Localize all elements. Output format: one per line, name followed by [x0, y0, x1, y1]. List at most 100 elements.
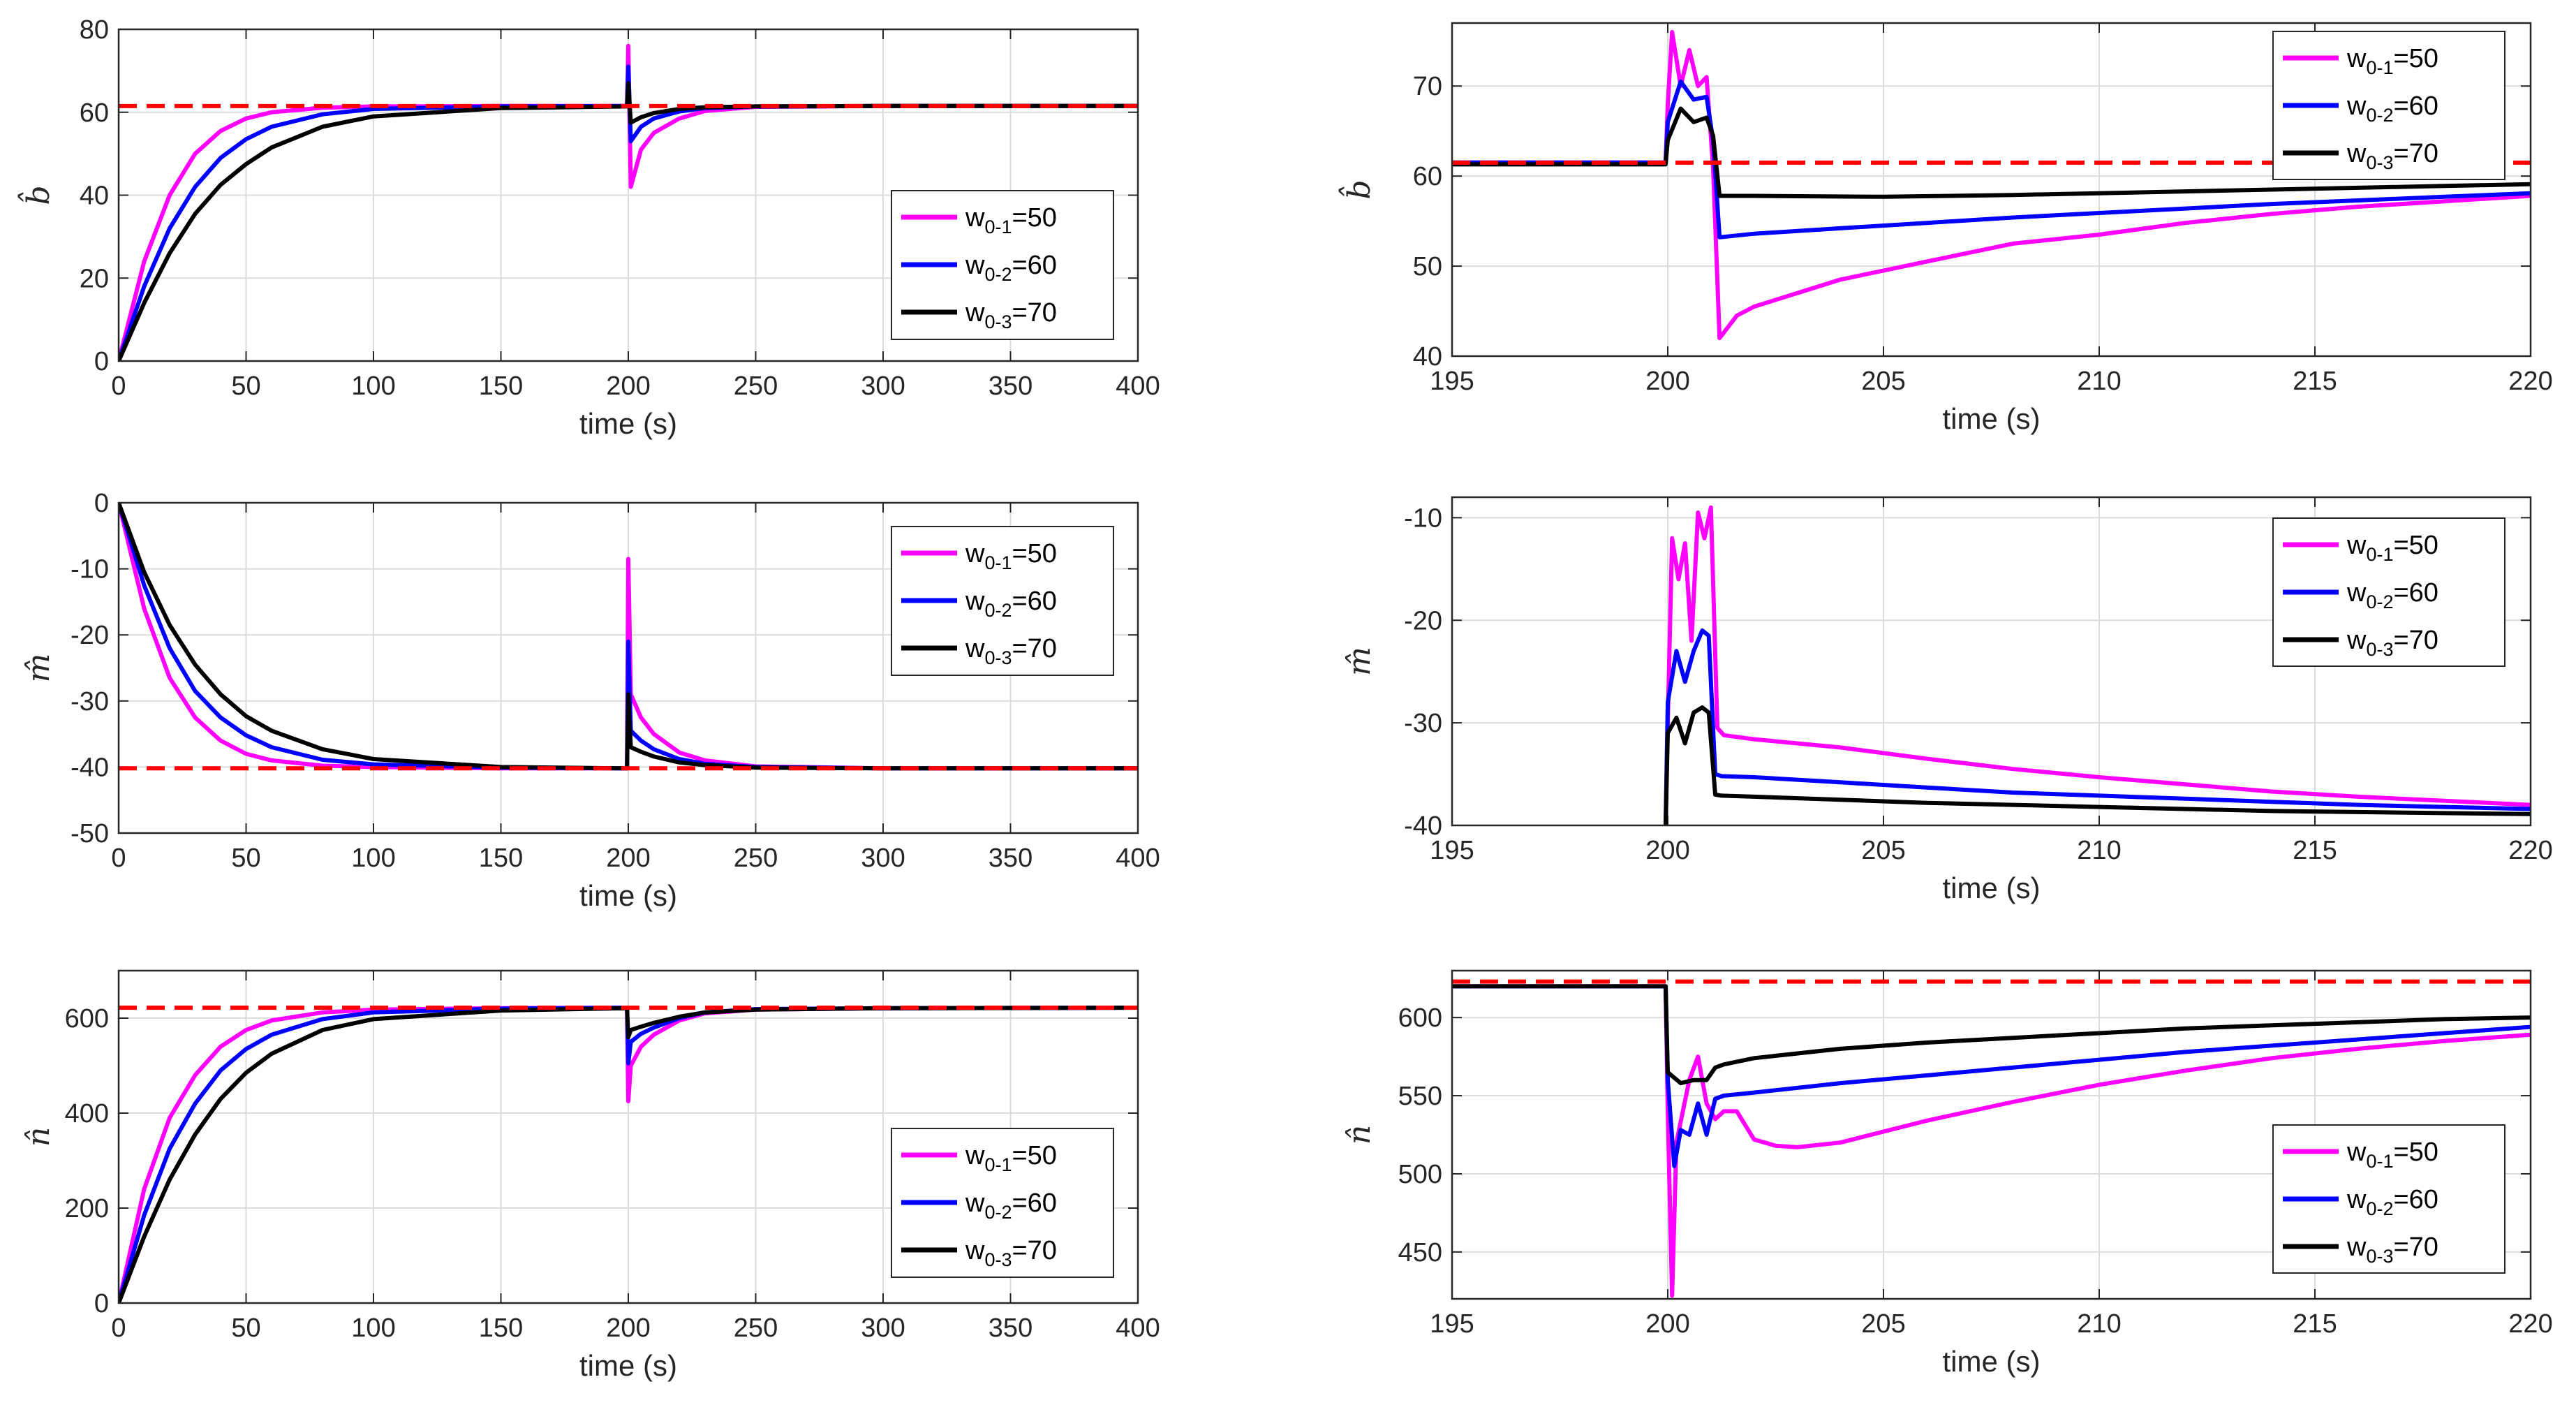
legend-entry-subscript: 0-1	[984, 552, 1012, 573]
legend-entry: w0-1=50	[965, 539, 1057, 573]
chart-panel-b_full: 0 50 100 150 200 250 300 350 400 0 20 40 60 80 time (s…	[16, 15, 1160, 440]
x-tick-label: 400	[1116, 372, 1160, 401]
legend-entry-subscript: 0-1	[984, 1154, 1012, 1175]
y-tick-label: 450	[1398, 1238, 1442, 1267]
x-tick-label: 100	[351, 844, 395, 873]
legend-entry-value: =60	[2393, 578, 2438, 608]
legend-entry-subscript: 0-3	[2366, 152, 2393, 173]
y-tick-label: -50	[71, 819, 109, 848]
legend-entry-subscript: 0-3	[2366, 639, 2393, 660]
chart-panel-n_full: 0 50 100 150 200 250 300 350 400 0 200 400 600 time (…	[21, 969, 1160, 1382]
y-tick-label: 40	[80, 182, 109, 211]
legend-entry-value: =50	[2393, 1138, 2438, 1167]
series-group	[119, 43, 1138, 361]
y-axis-label: n̂	[21, 1127, 57, 1147]
legend-entry-value: =60	[2393, 91, 2438, 121]
axes-box	[117, 501, 1139, 834]
y-tick-label: 0	[94, 489, 109, 518]
legend-entry-subscript: 0-2	[984, 264, 1012, 285]
series-group	[1452, 505, 2531, 825]
x-tick-label: 215	[2293, 367, 2337, 396]
x-tick-label: 195	[1430, 836, 1474, 865]
x-tick-label: 220	[2508, 367, 2552, 396]
x-tick-label: 350	[989, 372, 1032, 401]
x-tick-label: 200	[606, 844, 650, 873]
x-tick-label: 250	[734, 1314, 778, 1343]
y-tick-label: -40	[71, 753, 109, 782]
x-axis-label: time (s)	[1943, 402, 2041, 435]
legend-entry: w0-1=50	[2346, 531, 2438, 565]
x-tick-label: 200	[606, 1314, 650, 1343]
x-tick-label: 150	[479, 844, 523, 873]
series-group	[1452, 979, 2531, 1298]
x-tick-label: 50	[231, 844, 260, 873]
x-tick-label: 350	[989, 844, 1032, 873]
x-tick-label: 200	[1645, 367, 1689, 396]
y-tick-label: -10	[1404, 503, 1442, 533]
legend-entry-symbol: w	[2346, 1185, 2367, 1214]
x-tick-label: 400	[1116, 1314, 1160, 1343]
legend-entry: w0-2=60	[965, 587, 1057, 621]
legend-entry-symbol: w	[965, 1236, 985, 1265]
legend-entry-symbol: w	[965, 1189, 985, 1218]
x-axis-label: time (s)	[1943, 1345, 2041, 1378]
x-tick-label: 220	[2508, 836, 2552, 865]
y-tick-label: 0	[94, 347, 109, 376]
y-axis-label: m̂	[1342, 647, 1377, 676]
series-line-0-2	[1452, 984, 2531, 1168]
chart-panel-m_full: 0 50 100 150 200 250 300 350 400 -50 -40 -30 -20 -10 0…	[21, 489, 1160, 912]
x-tick-label: 300	[861, 1314, 905, 1343]
legend-entry: w0-1=50	[965, 1141, 1057, 1175]
y-tick-label: 550	[1398, 1082, 1442, 1111]
x-tick-label: 50	[231, 1314, 260, 1343]
legend-entry: w0-3=70	[2346, 1233, 2438, 1267]
series-group	[119, 1006, 1138, 1303]
legend-entry-subscript: 0-3	[984, 311, 1012, 332]
legend-entry-symbol: w	[2346, 44, 2367, 73]
legend-entry-value: =60	[1012, 587, 1056, 616]
legend-entry: w0-2=60	[2346, 91, 2438, 126]
x-tick-label: 205	[1861, 836, 1905, 865]
legend-entry-value: =50	[1012, 203, 1056, 233]
legend-entry-symbol: w	[2346, 139, 2367, 168]
legend-entry-symbol: w	[965, 634, 985, 663]
y-tick-label: 80	[80, 15, 109, 45]
x-tick-label: 300	[861, 372, 905, 401]
y-tick-label: -20	[1404, 606, 1442, 635]
legend-entry-subscript: 0-3	[984, 647, 1012, 668]
y-axis-label: b̂	[1337, 179, 1377, 199]
legend-entry-subscript: 0-2	[2366, 105, 2393, 126]
legend-entry-symbol: w	[2346, 91, 2367, 121]
legend-entry-subscript: 0-1	[2366, 544, 2393, 565]
x-tick-label: 200	[606, 372, 650, 401]
x-tick-label: 200	[1645, 836, 1689, 865]
legend-entry-symbol: w	[2346, 626, 2367, 655]
x-tick-label: 0	[111, 1314, 126, 1343]
legend-entry-symbol: w	[965, 203, 985, 233]
y-tick-label: 500	[1398, 1160, 1442, 1189]
legend-entry-symbol: w	[965, 298, 985, 328]
axes-box	[117, 28, 1139, 362]
y-tick-label: 60	[1413, 162, 1442, 191]
legend-entry-value: =70	[1012, 1236, 1056, 1265]
legend-entry-value: =70	[2393, 139, 2438, 168]
y-tick-label: 60	[80, 98, 109, 128]
series-line-0-3	[119, 503, 1138, 771]
x-tick-label: 220	[2508, 1309, 2552, 1339]
y-tick-label: -30	[1404, 709, 1442, 738]
legend-entry-subscript: 0-2	[2366, 591, 2393, 612]
x-tick-label: 210	[2077, 836, 2121, 865]
axes-box	[1451, 496, 2532, 827]
y-tick-label: -20	[71, 621, 109, 650]
legend-entry: w0-1=50	[2346, 44, 2438, 78]
x-axis-label: time (s)	[579, 1349, 677, 1382]
y-tick-label: 20	[80, 264, 109, 293]
legend-entry-symbol: w	[2346, 531, 2367, 560]
legend-entry-symbol: w	[2346, 1233, 2367, 1262]
y-axis-label: n̂	[1342, 1125, 1377, 1145]
